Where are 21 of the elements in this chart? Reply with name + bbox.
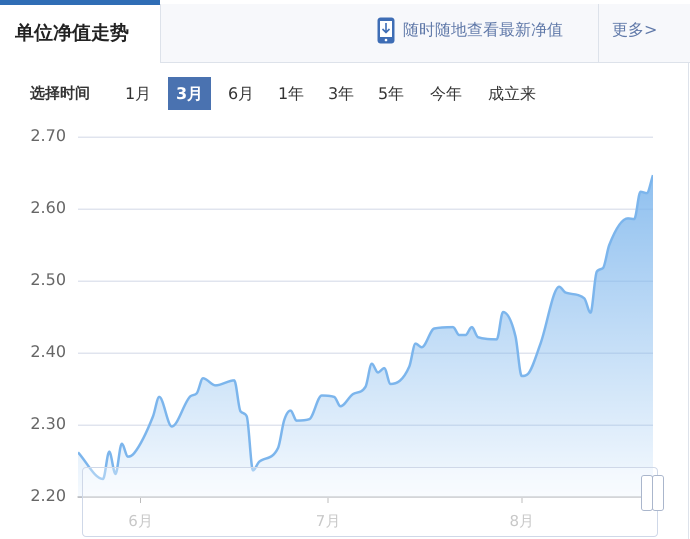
text: 更多> bbox=[612, 20, 658, 41]
y-tick-label: 2.50 bbox=[30, 270, 66, 290]
text: 5年 bbox=[378, 83, 404, 105]
text: 1年 bbox=[278, 83, 304, 105]
text: 3月 bbox=[168, 77, 212, 110]
text: 6月 bbox=[228, 83, 254, 105]
text: 随时随地查看最新净值 bbox=[403, 20, 563, 41]
y-tick-label: 2.70 bbox=[30, 126, 66, 146]
text: 成立来 bbox=[488, 83, 536, 105]
y-tick-label: 2.20 bbox=[30, 486, 66, 506]
text: 今年 bbox=[430, 83, 462, 105]
text: 3年 bbox=[328, 83, 354, 105]
y-tick-label: 2.30 bbox=[30, 414, 66, 434]
y-tick-label: 2.60 bbox=[30, 198, 66, 218]
x-tick-label: 7月 bbox=[316, 512, 340, 530]
text: 选择时间 bbox=[30, 84, 90, 103]
x-tick-label: 6月 bbox=[128, 512, 153, 530]
x-tick-label: 8月 bbox=[509, 512, 534, 530]
chart-title: 单位净值走势 bbox=[15, 21, 129, 46]
text: 1月 bbox=[125, 83, 152, 105]
y-tick-label: 2.40 bbox=[30, 342, 66, 362]
